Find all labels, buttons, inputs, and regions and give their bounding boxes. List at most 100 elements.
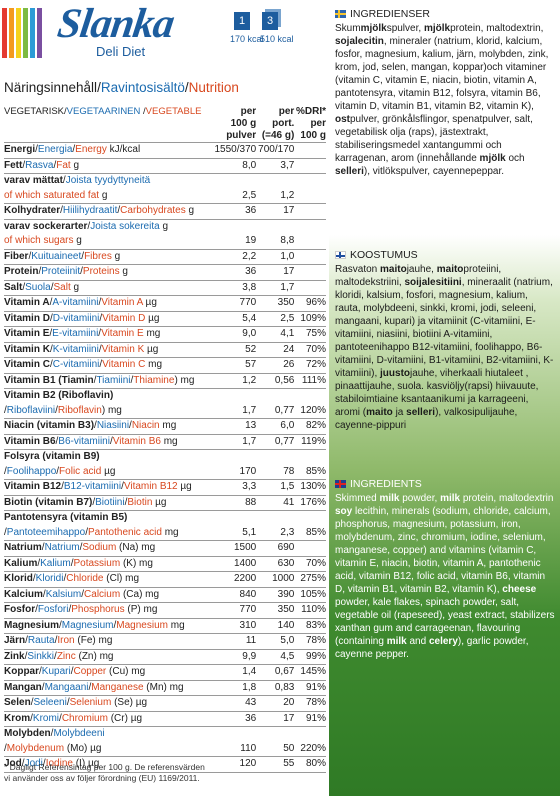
nutrient-value: 176% [294,495,326,511]
label-fi: B6-vitamiini [58,435,110,447]
label-en: Selenium [69,697,112,708]
nutrient-value: 17 [256,711,295,727]
nutrient-row: Klorid/Kloridi/Chloride (Cl) mg 2200 1000 2… [4,571,326,588]
nutrient-value: 20 [256,695,295,712]
nutrient-label: Mangan/Mangaani/Manganese (Mn) mg [4,680,213,696]
nutrient-row: Pantotensyra (vitamin B5) [4,511,326,526]
label-sv: Vitamin B2 (Riboflavin) [4,390,114,401]
nutrient-row: Salt/Suola/Salt g 3,8 1,7 [4,280,326,296]
label-fi: Joista sokereita [90,220,160,232]
nutrient-value [294,450,326,465]
nutrient-row: Vitamin K/K-vitamiini/Vitamin K µg 52 24 70… [4,342,326,358]
label-fi: Pantoteemihappo [6,526,86,538]
nutrient-label: Magnesium/Magnesium/Magnesium mg [4,618,213,634]
nutrient-row: Mangan/Mangaani/Manganese (Mn) mg 1,8 0,83… [4,680,326,696]
label-en: Magnesium [116,619,168,631]
label-sv: Vitamin K [4,343,50,355]
nutrient-row: Vitamin C/C-vitamiini/Vitamin C mg 57 26 72… [4,357,326,374]
label-sv: Niacin (vitamin B3) [4,420,95,431]
nutrient-value: 1,2 [256,188,295,204]
nutrient-value [256,450,294,465]
nutrient-value: 85% [294,464,326,480]
nutrient-row: varav sockerarter/Joista sokereita g [4,219,326,234]
nutrient-row: Folsyra (vitamin B9) [4,450,326,465]
kcal-triple: 510 kcal [260,34,294,44]
label-sv: Salt [4,281,23,293]
nutrient-label: Koppar/Kupari/Copper (Cu) mg [4,664,213,681]
label-fi: Kloridi [35,573,64,584]
nutrient-value: 91% [294,680,326,696]
finland-flag-icon [335,251,346,260]
nutrient-row: of which sugars g 19 8,8 [4,234,326,250]
nutrient-label: Vitamin B6/B6-vitamiini/Vitamin B6 mg [4,434,213,450]
nutrient-value [256,511,294,526]
nutrient-value: 109% [294,311,326,327]
allergen-highlight: maito [366,407,393,418]
nutrient-value: 50 [256,741,295,757]
label-sv: Vitamin B12 [4,481,62,492]
label-fi: B12-vitamiini [63,481,122,492]
nutrient-value [212,174,256,189]
nutrient-value: 55 [256,756,295,773]
nutrient-label: Kolhydrater/Hiilihydraatit/Carbohydrates… [4,203,213,220]
label-sv: Folsyra (vitamin B9) [4,451,100,462]
brand-subtitle: Deli Diet [96,44,146,59]
label-fi: K-vitamiini [52,343,99,355]
allergen-highlight: cheese [502,584,537,595]
label-en: Potassium [73,557,121,569]
nutrient-label: Kalcium/Kalsium/Calcium (Ca) mg [4,587,213,603]
allergen-highlight: milk [386,636,407,647]
label-en: Iron [57,635,75,646]
nutrition-title: Näringsinnehåll/Ravintosisältö/Nutrition [4,80,239,95]
label-en: Chromium [61,712,108,724]
footnote-line: * Dagligt Referensintag per 100 g. De re… [4,762,205,772]
nutrient-value: 3,3 [212,479,257,496]
nutrient-value [212,219,256,234]
nutrient-value: 1000 [256,571,295,588]
allergen-highlight: selleri [406,407,436,418]
nutrient-value: 85% [294,525,326,541]
label-fi: Jodi [24,758,43,769]
nutrient-label: of which saturated fat g [4,188,213,204]
nutrient-value [256,727,294,742]
label-fi: Rauta [27,635,55,646]
header-row: VEGETARISK/VEGETAARINEN /VEGETABLE per per… [4,106,326,117]
nutrient-value: 1,5 [256,479,295,496]
nutrient-value: 700/170 [256,142,295,159]
nutrient-value: 0,67 [256,664,295,681]
nutrient-value: 770 [212,295,257,312]
label-fi: Kalsium [45,588,82,600]
nutrient-value: 170 [212,464,257,480]
nutrient-value [294,203,326,220]
nutrient-label: Salt/Suola/Salt g [4,280,213,296]
ingredients-text: Skummjölkspulver, mjölkprotein, maltodex… [335,23,549,177]
nutrient-row: Järn/Rauta/Iron (Fe) mg 11 5,0 78% [4,633,326,650]
color-bar [23,8,28,58]
color-bars [2,8,42,58]
ingredients-text: Skimmed milk powder, milk protein, malto… [335,493,555,660]
nutrient-label: Klorid/Kloridi/Chloride (Cl) mg [4,571,213,588]
label-en: Fat [56,159,71,171]
label-sv: Energi [4,144,36,155]
nutrient-value: 70% [294,342,326,358]
nutrient-label: of which sugars g [4,234,213,250]
label-fi: Biotiini [95,496,125,508]
allergen-highlight: sojalecitin [335,36,384,47]
nutrient-value: 1400 [212,556,257,572]
nutrient-label: Vitamin K/K-vitamiini/Vitamin K µg [4,342,213,358]
label-sv: Klorid [4,573,33,584]
category-fi: VEGETAARINEN [66,106,141,117]
nutrient-value: 1,0 [256,249,295,265]
label-en: Manganese [91,681,144,693]
nutrient-value: 840 [212,587,257,603]
pack-one-icon: 1 [234,12,250,30]
nutrient-value: 4,1 [256,326,295,343]
label-fi: Kromi [32,712,60,724]
nutrient-value: 0,56 [256,373,295,389]
allergen-highlight: celery [428,636,458,647]
nutrient-row: Protein/Proteiinit/Proteins g 36 17 [4,264,326,281]
nutrient-value [256,174,294,189]
label-fi: Kuituaineet [31,250,82,262]
nutrient-value: 1,8 [212,680,257,696]
nutrient-value [294,234,326,250]
